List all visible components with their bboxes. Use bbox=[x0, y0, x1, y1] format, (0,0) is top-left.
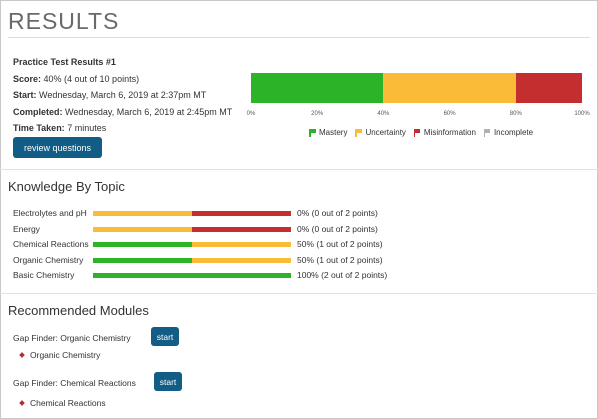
legend-incomplete-label: Incomplete bbox=[493, 128, 534, 137]
incomplete-flag-icon bbox=[483, 128, 491, 137]
bar-segment-uncertainty bbox=[383, 73, 516, 103]
topic-bar bbox=[93, 273, 291, 278]
uncertainty-flag-icon bbox=[355, 128, 362, 137]
misinformation-flag-icon bbox=[413, 128, 421, 137]
topic-result: 50% (1 out of 2 points) bbox=[297, 254, 383, 265]
legend-misinformation-label: Misinformation bbox=[423, 128, 476, 137]
score-line: Score: 40% (4 out of 10 points) bbox=[13, 71, 232, 88]
axis-tick-label: 60% bbox=[443, 111, 456, 117]
axis-tick-label: 0% bbox=[246, 111, 256, 117]
topic-result: 100% (2 out of 2 points) bbox=[297, 270, 388, 280]
topic-row: Electrolytes and pH 0% (0 out of 2 points… bbox=[13, 206, 378, 220]
section-divider bbox=[0, 293, 598, 294]
topic-bar-uncertainty bbox=[93, 211, 192, 216]
time-taken-line: Time Taken: 7 minutes bbox=[13, 120, 232, 137]
module-name: Gap Finder: Organic Chemistry bbox=[13, 333, 131, 343]
results-summary: Practice Test Results #1 Score: 40% (4 o… bbox=[13, 54, 232, 137]
time-taken-value: 7 minutes bbox=[64, 123, 107, 133]
topic-bar bbox=[93, 211, 291, 216]
start-line: Start: Wednesday, March 6, 2019 at 2:37p… bbox=[13, 87, 232, 104]
axis-tick-label: 80% bbox=[509, 111, 522, 117]
bar-segment-misinformation bbox=[515, 73, 582, 103]
topic-name: Basic Chemistry bbox=[13, 270, 75, 280]
score-value: 40% (4 out of 10 points) bbox=[41, 73, 140, 84]
results-bar-axis: 0% 20% 40% 60% 80% 100% bbox=[247, 111, 590, 121]
section-divider bbox=[0, 169, 598, 170]
start-chemical-reactions-button[interactable]: start bbox=[154, 372, 182, 391]
legend-uncertainty-label: Uncertainty bbox=[365, 128, 406, 137]
legend-misinformation: Misinformation bbox=[413, 128, 476, 137]
module-sub-item: Chemical Reactions bbox=[19, 398, 106, 408]
legend-mastery-label: Mastery bbox=[319, 128, 348, 137]
axis-tick-label: 20% bbox=[311, 111, 324, 117]
axis-tick-label: 100% bbox=[574, 111, 590, 117]
topic-bar-misinformation bbox=[192, 211, 291, 216]
topic-bar-mastery bbox=[93, 257, 192, 263]
completed-label: Completed: bbox=[13, 106, 63, 117]
module-sub-item-label: Chemical Reactions bbox=[30, 398, 106, 408]
module-name: Gap Finder: Chemical Reactions bbox=[13, 378, 136, 388]
topic-name: Energy bbox=[13, 223, 40, 234]
topic-result: 0% (0 out of 2 points) bbox=[297, 223, 378, 234]
start-value: Wednesday, March 6, 2019 at 2:37pm MT bbox=[36, 90, 207, 100]
completed-line: Completed: Wednesday, March 6, 2019 at 2… bbox=[13, 104, 232, 121]
title-divider bbox=[8, 37, 590, 38]
topic-result: 0% (0 out of 2 points) bbox=[297, 208, 378, 218]
topic-bar-misinformation bbox=[192, 226, 291, 232]
legend-incomplete: Incomplete bbox=[483, 128, 534, 137]
topic-row: Organic Chemistry 50% (1 out of 2 points) bbox=[13, 253, 383, 267]
topic-bar-mastery bbox=[93, 242, 192, 247]
practice-test-heading: Practice Test Results #1 bbox=[13, 57, 116, 67]
topic-name: Electrolytes and pH bbox=[13, 208, 87, 218]
module-sub-item: Organic Chemistry bbox=[19, 350, 101, 360]
bullet-icon bbox=[19, 400, 25, 406]
topic-result: 50% (1 out of 2 points) bbox=[297, 239, 383, 249]
topic-row: Chemical Reactions 50% (1 out of 2 points… bbox=[13, 237, 383, 251]
topic-bar bbox=[93, 242, 291, 247]
start-organic-chemistry-button[interactable]: start bbox=[151, 327, 179, 346]
topic-name: Organic Chemistry bbox=[13, 254, 84, 265]
bullet-icon bbox=[19, 352, 25, 358]
topic-bar-uncertainty bbox=[93, 226, 192, 232]
topic-bar bbox=[93, 257, 291, 263]
topic-bar-uncertainty bbox=[192, 257, 291, 263]
recommended-modules-title: Recommended Modules bbox=[8, 303, 149, 318]
axis-tick-label: 40% bbox=[377, 111, 390, 117]
completed-value: Wednesday, March 6, 2019 at 2:45pm MT bbox=[62, 106, 233, 117]
legend-uncertainty: Uncertainty bbox=[355, 128, 406, 137]
score-label: Score: bbox=[13, 73, 42, 84]
results-legend: Mastery Uncertainty Misinformation Incom… bbox=[309, 128, 533, 137]
page-title: RESULTS bbox=[8, 8, 120, 34]
legend-mastery: Mastery bbox=[309, 128, 347, 137]
time-taken-label: Time Taken: bbox=[13, 123, 65, 133]
topic-row: Basic Chemistry 100% (2 out of 2 points) bbox=[13, 268, 387, 282]
knowledge-by-topic-title: Knowledge By Topic bbox=[8, 179, 125, 194]
topic-bar-mastery bbox=[93, 273, 291, 278]
module-sub-item-label: Organic Chemistry bbox=[30, 350, 101, 360]
topic-bar bbox=[93, 226, 291, 232]
topic-bar-uncertainty bbox=[192, 242, 291, 247]
results-stacked-bar bbox=[251, 73, 582, 103]
start-label: Start: bbox=[13, 90, 37, 100]
bar-segment-mastery bbox=[251, 73, 384, 103]
topic-row: Energy 0% (0 out of 2 points) bbox=[13, 222, 378, 236]
review-questions-button[interactable]: review questions bbox=[13, 137, 102, 158]
mastery-flag-icon bbox=[309, 128, 316, 137]
topic-name: Chemical Reactions bbox=[13, 239, 89, 249]
